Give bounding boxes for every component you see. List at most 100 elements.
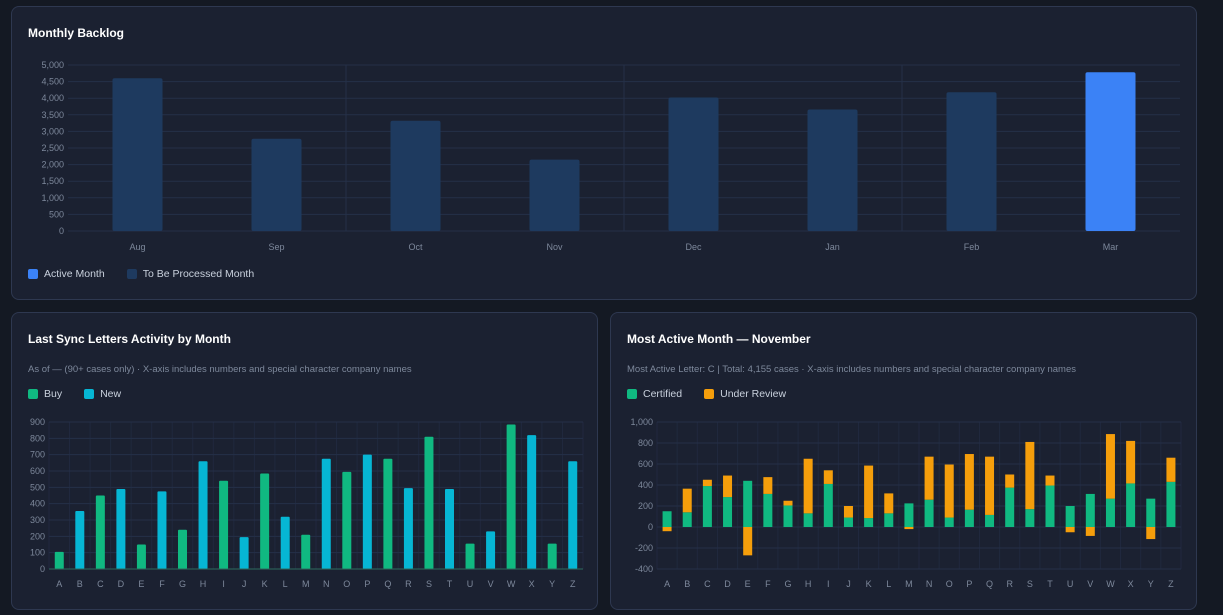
sync-activity-title: Last Sync Letters Activity by Month	[28, 332, 231, 346]
bar-under-review-u	[1065, 527, 1075, 533]
bar-under-review-i	[823, 470, 833, 484]
bar-feb	[946, 92, 997, 231]
x-tick-label-m: M	[302, 579, 310, 589]
bar-under-review-d	[723, 475, 733, 498]
x-tick-label-f: F	[159, 579, 165, 589]
bar-new-j	[239, 537, 249, 569]
x-tick-label-c: C	[97, 579, 104, 589]
y-tick-label: 200	[638, 501, 653, 511]
bar-under-review-v	[1085, 527, 1095, 536]
x-tick-label-jan: Jan	[825, 242, 840, 252]
bar-certified-c	[702, 486, 712, 527]
bar-under-review-o	[944, 464, 954, 518]
x-tick-label-p: P	[364, 579, 370, 589]
bar-certified-m	[904, 503, 914, 527]
x-tick-label-n: N	[926, 579, 933, 589]
y-tick-label: -200	[635, 543, 653, 553]
legend-item-new[interactable]: New	[84, 388, 121, 400]
x-tick-label-x: X	[529, 579, 535, 589]
bar-oct	[390, 120, 441, 231]
bar-certified-g	[783, 505, 793, 527]
x-tick-label-e: E	[138, 579, 144, 589]
bar-under-review-y	[1146, 527, 1156, 540]
x-tick-label-r: R	[405, 579, 412, 589]
x-tick-label-s: S	[426, 579, 432, 589]
legend-item-under-review[interactable]: Under Review	[704, 388, 786, 400]
bar-new-n	[321, 458, 331, 569]
x-tick-label-y: Y	[549, 579, 555, 589]
bar-mar	[1085, 72, 1136, 231]
bar-under-review-s	[1025, 441, 1035, 510]
bar-under-review-l	[884, 493, 894, 514]
x-tick-label-h: H	[805, 579, 812, 589]
bar-sep	[251, 138, 302, 231]
bar-buy-i	[219, 480, 229, 569]
x-tick-label-aug: Aug	[129, 242, 145, 252]
bar-buy-o	[342, 471, 352, 569]
bar-certified-q	[985, 514, 995, 527]
y-tick-label: 3,000	[41, 126, 64, 136]
most-active-month-chart: -400 -200 0 200 400 600 800 1,000 A B C D E F G H I J K L M N…	[630, 417, 1182, 589]
y-tick-label: -400	[635, 564, 653, 574]
legend-label-active: Active Month	[44, 268, 105, 280]
y-tick-label: 700	[30, 450, 45, 460]
bar-under-review-x	[1126, 440, 1136, 484]
legend-item-certified[interactable]: Certified	[627, 388, 682, 400]
bar-under-review-p	[964, 454, 974, 510]
bar-certified-w	[1105, 498, 1115, 527]
y-tick-label: 3,500	[41, 110, 64, 120]
x-tick-label-oct: Oct	[408, 242, 423, 252]
legend-label-buy: Buy	[44, 388, 63, 400]
bar-new-t	[445, 488, 454, 569]
bar-certified-v	[1085, 493, 1095, 527]
y-tick-label: 800	[638, 438, 653, 448]
x-tick-label-z: Z	[570, 579, 576, 589]
x-tick-label-v: V	[488, 579, 494, 589]
bar-certified-z	[1166, 481, 1176, 527]
bar-buy-y	[547, 543, 557, 569]
x-tick-label-t: T	[447, 579, 453, 589]
most-active-month-title: Most Active Month — November	[627, 332, 811, 346]
legend-item-buy[interactable]: Buy	[28, 388, 62, 400]
x-tick-label-i: I	[827, 579, 830, 589]
bar-buy-c	[95, 495, 105, 569]
x-tick-label-y: Y	[1148, 579, 1154, 589]
legend-label-to-be-processed: To Be Processed Month	[142, 268, 255, 280]
bar-new-f	[157, 491, 167, 569]
bar-certified-k	[864, 518, 874, 527]
bar-under-review-t	[1045, 475, 1055, 486]
monthly-backlog-panel: Monthly Backlog 0 500 1,000 1,500 2,000 2,500…	[11, 6, 1197, 300]
bar-certified-y	[1146, 498, 1156, 527]
legend-label-under-review: Under Review	[720, 388, 787, 400]
x-tick-label-mar: Mar	[1103, 242, 1119, 252]
sync-activity-panel: Last Sync Letters Activity by Month As o…	[11, 312, 598, 610]
bar-new-v	[486, 531, 496, 569]
x-tick-label-z: Z	[1168, 579, 1174, 589]
monthly-backlog-legend: Active Month To Be Processed Month	[28, 268, 254, 280]
x-tick-label-i: I	[222, 579, 225, 589]
bar-certified-i	[823, 483, 833, 527]
y-tick-label: 400	[638, 480, 653, 490]
y-tick-label: 2,000	[41, 160, 64, 170]
bar-certified-e	[743, 480, 753, 527]
x-tick-label-j: J	[846, 579, 851, 589]
bar-under-review-c	[702, 479, 712, 487]
y-tick-label: 800	[30, 433, 45, 443]
bar-under-review-m	[904, 527, 914, 530]
y-tick-label: 600	[30, 466, 45, 476]
y-tick-label: 200	[30, 531, 45, 541]
x-tick-label-e: E	[745, 579, 751, 589]
x-tick-label-k: K	[866, 579, 872, 589]
legend-label-certified: Certified	[643, 388, 683, 400]
legend-swatch-certified	[627, 389, 637, 399]
y-tick-label: 500	[30, 482, 45, 492]
bar-certified-d	[723, 497, 733, 527]
legend-item-active-month[interactable]: Active Month	[28, 268, 105, 280]
x-tick-label-a: A	[664, 579, 670, 589]
x-tick-label-u: U	[1067, 579, 1074, 589]
x-tick-label-q: Q	[986, 579, 993, 589]
y-tick-label: 2,500	[41, 143, 64, 153]
legend-item-to-be-processed[interactable]: To Be Processed Month	[126, 268, 255, 280]
bar-under-review-n	[924, 456, 934, 500]
y-tick-label: 900	[30, 417, 45, 427]
